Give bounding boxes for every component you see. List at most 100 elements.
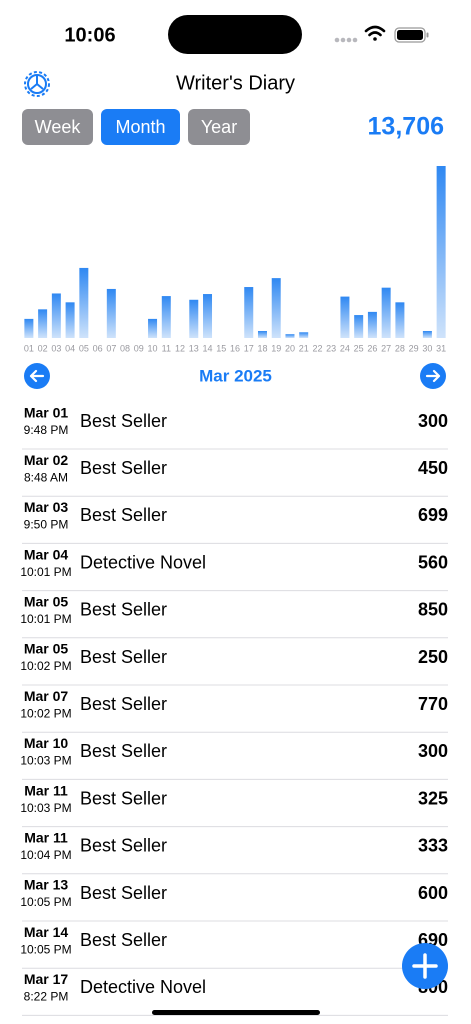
- x-tick-label: 25: [354, 343, 364, 353]
- entry-row[interactable]: Mar 01 9:48 PM Best Seller 300: [22, 405, 448, 450]
- bar: [38, 309, 48, 338]
- entry-date: Mar 05: [24, 641, 69, 657]
- bar: [271, 278, 281, 338]
- total-words: 13,706: [368, 113, 444, 141]
- entry-time: 10:05 PM: [20, 895, 71, 909]
- bar: [189, 299, 199, 338]
- entry-date: Mar 11: [24, 830, 68, 846]
- entry-title: Best Seller: [80, 836, 167, 856]
- x-tick-label: 09: [134, 343, 144, 353]
- entry-time: 10:01 PM: [20, 612, 71, 626]
- entry-words: 450: [418, 458, 448, 478]
- bar: [148, 318, 158, 338]
- bar: [106, 288, 116, 338]
- bar: [65, 302, 75, 338]
- add-entry-button[interactable]: [402, 943, 448, 989]
- segment-button[interactable]: Week: [22, 109, 93, 145]
- entry-row[interactable]: Mar 02 8:48 AM Best Seller 450: [22, 452, 448, 497]
- entry-words: 770: [418, 694, 448, 714]
- entry-time: 10:03 PM: [20, 801, 71, 815]
- entry-time: 9:50 PM: [24, 518, 69, 532]
- entry-date: Mar 10: [24, 735, 69, 751]
- bar: [257, 330, 267, 338]
- entry-date: Mar 04: [24, 546, 69, 562]
- entry-time: 8:48 AM: [24, 470, 68, 484]
- entry-title: Best Seller: [80, 505, 167, 525]
- bar-chart: 01 02 03 04 05 06 07 08 09 10 11 12 13 14 15 16 17 18 19 20…: [24, 166, 446, 353]
- previous-month-button[interactable]: [24, 363, 50, 389]
- x-tick-label: 19: [271, 343, 281, 353]
- segment-button[interactable]: Month: [101, 109, 180, 145]
- entry-date: Mar 11: [24, 782, 68, 798]
- segment-label: Week: [35, 117, 82, 137]
- x-tick-label: 06: [93, 343, 103, 353]
- x-tick-label: 12: [175, 343, 185, 353]
- x-tick-label: 07: [106, 343, 116, 353]
- bar: [244, 287, 254, 338]
- entry-row[interactable]: Mar 05 10:01 PM Best Seller 850: [20, 594, 448, 639]
- entry-row[interactable]: Mar 04 10:01 PM Detective Novel 560: [20, 546, 448, 592]
- entry-time: 10:04 PM: [20, 848, 71, 862]
- bar: [395, 302, 405, 338]
- bar: [354, 315, 364, 338]
- entry-time: 10:02 PM: [20, 706, 71, 720]
- entry-time: 10:05 PM: [20, 942, 71, 956]
- bar: [340, 296, 350, 338]
- x-tick-label: 24: [340, 343, 350, 353]
- entry-row[interactable]: Mar 10 10:03 PM Best Seller 300: [20, 735, 448, 780]
- x-tick-label: 29: [409, 343, 419, 353]
- x-tick-label: 16: [230, 343, 240, 353]
- x-tick-label: 30: [422, 343, 432, 353]
- x-tick-label: 26: [367, 343, 377, 353]
- entry-words: 699: [418, 505, 448, 525]
- entry-title: Best Seller: [80, 930, 167, 950]
- entry-words: 560: [418, 552, 448, 572]
- entry-row[interactable]: Mar 11 10:04 PM Best Seller 333: [20, 830, 448, 875]
- entry-title: Best Seller: [80, 411, 167, 431]
- bar: [203, 294, 213, 338]
- segment-background: [101, 109, 180, 145]
- entry-row[interactable]: Mar 11 10:03 PM Best Seller 325: [20, 782, 448, 828]
- entry-row[interactable]: Mar 05 10:02 PM Best Seller 250: [20, 641, 448, 686]
- entry-date: Mar 14: [24, 924, 69, 940]
- period-selector: Week Month Year: [22, 109, 250, 145]
- segment-button[interactable]: Year: [188, 109, 250, 145]
- entry-date: Mar 03: [24, 499, 69, 515]
- x-tick-label: 28: [395, 343, 405, 353]
- entry-words: 300: [418, 411, 448, 431]
- entry-title: Best Seller: [80, 647, 167, 667]
- x-tick-label: 14: [203, 343, 213, 353]
- entry-time: 10:03 PM: [20, 754, 71, 768]
- x-tick-label: 11: [162, 343, 171, 353]
- x-tick-label: 18: [257, 343, 267, 353]
- bar: [24, 318, 34, 338]
- entry-words: 333: [418, 836, 448, 856]
- entry-date: Mar 01: [24, 405, 69, 421]
- bar: [51, 293, 61, 338]
- entry-row[interactable]: Mar 03 9:50 PM Best Seller 699: [22, 499, 448, 544]
- bar: [436, 166, 446, 338]
- x-tick-label: 01: [24, 343, 34, 353]
- bar: [285, 334, 295, 338]
- segment-background: [188, 109, 250, 145]
- entry-title: Best Seller: [80, 883, 167, 903]
- x-tick-label: 27: [381, 343, 391, 353]
- x-tick-label: 17: [244, 343, 254, 353]
- entry-date: Mar 17: [24, 971, 69, 987]
- wifi-icon: [364, 25, 386, 41]
- entry-time: 9:48 PM: [24, 423, 69, 437]
- x-tick-label: 20: [285, 343, 295, 353]
- entry-title: Best Seller: [80, 600, 167, 620]
- next-month-button[interactable]: [420, 363, 446, 389]
- entry-time: 10:02 PM: [20, 659, 71, 673]
- entry-row[interactable]: Mar 13 10:05 PM Best Seller 600: [20, 877, 448, 922]
- segment-label: Month: [115, 117, 165, 137]
- entry-words: 250: [418, 647, 448, 667]
- segment-label: Year: [201, 117, 237, 137]
- entry-row[interactable]: Mar 07 10:02 PM Best Seller 770: [20, 688, 448, 733]
- entry-date: Mar 07: [24, 688, 69, 704]
- entry-title: Best Seller: [80, 458, 167, 478]
- settings-button[interactable]: [24, 71, 50, 97]
